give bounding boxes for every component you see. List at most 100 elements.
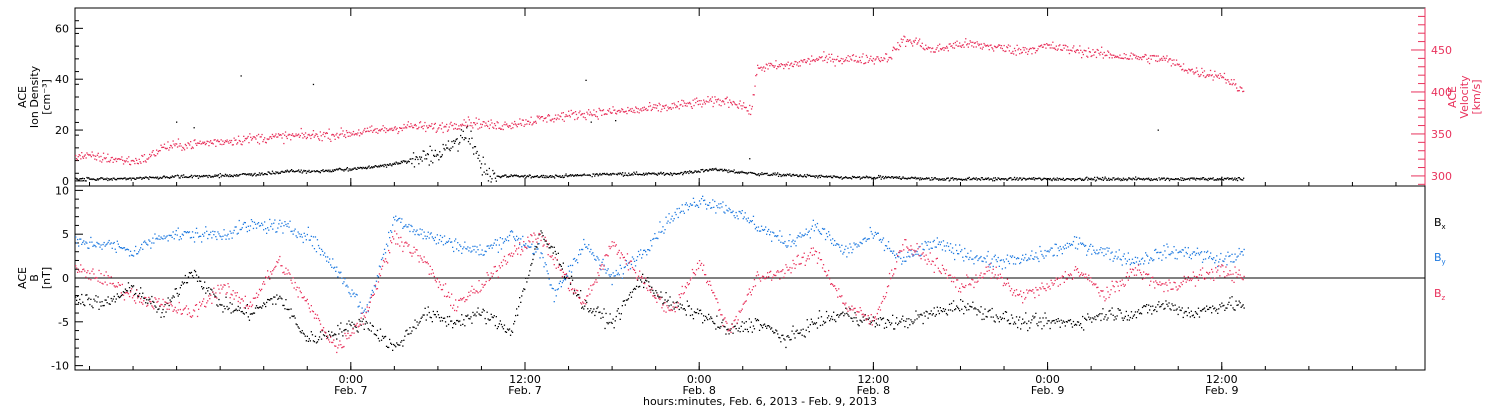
data-point [169, 144, 172, 147]
data-point [352, 130, 355, 133]
data-point [150, 302, 152, 305]
data-point [918, 316, 920, 318]
data-point [392, 129, 394, 132]
data-point [1104, 248, 1106, 250]
data-point [290, 308, 292, 310]
data-point [476, 311, 478, 313]
data-point [823, 228, 826, 230]
data-point [1118, 309, 1120, 311]
data-point [253, 173, 255, 175]
data-point [348, 168, 350, 170]
data-point [967, 252, 969, 254]
data-point [182, 146, 184, 149]
data-point [395, 215, 397, 217]
data-point [232, 311, 234, 313]
data-point [651, 286, 653, 288]
data-point [230, 312, 232, 314]
data-point [325, 169, 327, 172]
data-point [195, 142, 197, 145]
data-point [1240, 178, 1242, 181]
data-point [1117, 56, 1119, 58]
data-point [811, 321, 813, 323]
data-point [91, 305, 93, 307]
data-point [1041, 253, 1043, 256]
data-point [1237, 90, 1239, 92]
data-point [1174, 304, 1176, 306]
data-point [682, 210, 684, 212]
data-point [880, 178, 882, 180]
data-point [994, 177, 996, 179]
data-point [225, 175, 227, 177]
data-point [450, 320, 452, 322]
data-point [230, 174, 233, 177]
data-point [472, 245, 474, 248]
data-point [1139, 56, 1141, 59]
data-point [699, 103, 701, 105]
data-point [717, 326, 719, 328]
data-point [1037, 258, 1039, 260]
data-point [1089, 178, 1091, 181]
data-point [703, 170, 706, 172]
data-point [948, 303, 951, 305]
data-point [899, 320, 901, 322]
data-point [573, 290, 576, 292]
data-point [488, 127, 490, 130]
data-point [744, 328, 746, 330]
data-point [569, 174, 571, 176]
data-point [749, 158, 751, 160]
data-point [425, 319, 427, 321]
data-point [312, 340, 315, 342]
data-point [163, 316, 165, 318]
data-point [77, 156, 79, 158]
data-point [1166, 55, 1168, 57]
data-point [944, 250, 947, 252]
data-point [252, 136, 254, 138]
data-point [104, 245, 106, 247]
data-point [784, 175, 786, 177]
data-point [1139, 178, 1141, 180]
data-point [313, 248, 316, 250]
data-point [157, 308, 159, 311]
data-point [1197, 178, 1199, 180]
data-point [716, 169, 718, 171]
data-point [540, 175, 542, 177]
data-point [1229, 297, 1231, 299]
data-point [365, 168, 368, 170]
data-point [889, 324, 892, 326]
data-point [393, 127, 396, 129]
data-point [1188, 177, 1190, 180]
data-point [472, 311, 474, 314]
data-point [693, 171, 695, 173]
data-point [904, 36, 906, 38]
data-point [505, 331, 508, 333]
data-point [183, 281, 185, 284]
data-point [77, 179, 79, 181]
data-point [940, 49, 942, 51]
data-point [831, 177, 834, 179]
data-point [1070, 179, 1072, 181]
data-point [1074, 179, 1076, 182]
data-point [933, 239, 935, 242]
data-point [915, 310, 917, 312]
data-point [794, 174, 796, 176]
data-point [119, 178, 121, 180]
data-point [1006, 254, 1009, 256]
data-point [1148, 62, 1151, 65]
data-point [813, 322, 815, 324]
data-point [693, 201, 696, 203]
data-point [800, 59, 802, 61]
data-point [629, 108, 632, 110]
data-point [272, 172, 274, 174]
data-point [753, 223, 756, 225]
data-point [1105, 177, 1107, 180]
data-point [92, 245, 94, 247]
data-point [898, 49, 900, 51]
data-point [908, 39, 910, 42]
data-point [1043, 257, 1045, 259]
data-point [1159, 58, 1161, 60]
y-axis-label-line: [nT] [40, 267, 53, 289]
data-point [946, 177, 948, 180]
data-point [756, 73, 758, 76]
data-point [668, 173, 670, 175]
data-point [642, 109, 645, 111]
